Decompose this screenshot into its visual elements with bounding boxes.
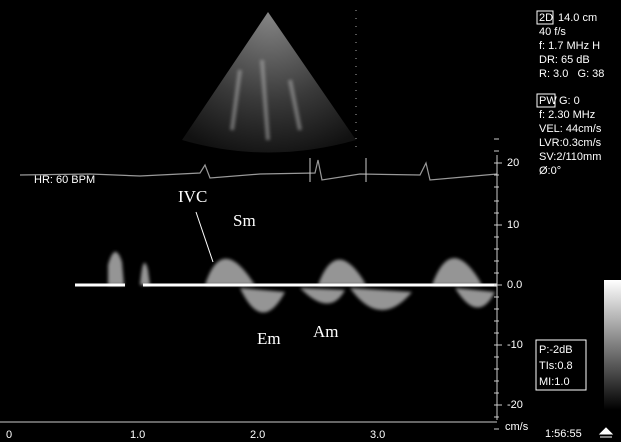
safety-box (535, 339, 587, 391)
ecg-trace (19, 159, 498, 181)
velocity-unit: cm/s (505, 421, 529, 433)
mode-box (536, 93, 556, 108)
sector-echo (230, 59, 302, 141)
sector-param: 40 f/s (539, 26, 566, 38)
depth: 14.0 cm (558, 12, 597, 24)
doppler-spectrum (108, 251, 495, 313)
mode: PW (539, 95, 557, 107)
time-tick: 0 (6, 429, 12, 441)
time-tick: 2.0 (250, 429, 265, 441)
velocity-tick: 20 (507, 157, 519, 169)
heart-rate: HR: 60 BPM (34, 174, 95, 186)
sector-param: R: 3.0 G: 38 (539, 68, 604, 80)
grayscale-bar (604, 280, 621, 410)
annotation: IVC (178, 187, 207, 206)
velocity-tick: 0.0 (507, 279, 522, 291)
safety-param: TIs:0.8 (539, 360, 573, 372)
mode: 2D (539, 12, 553, 24)
annotation: Am (313, 322, 339, 341)
safety-param: P:-2dB (539, 344, 573, 356)
velocity-tick: -10 (507, 339, 523, 351)
mode-box (536, 10, 554, 25)
doppler-param: SV:2/110mm (539, 151, 601, 163)
doppler-param: Ø:0° (539, 165, 561, 177)
doppler-param: f: 2.30 MHz (539, 109, 595, 121)
clock: 1:56:55 (545, 428, 582, 440)
sector-param: DR: 65 dB (539, 54, 590, 66)
annotation: Sm (233, 211, 256, 230)
velocity-tick: -20 (507, 399, 523, 411)
icon (598, 427, 614, 438)
annotation-pointer (195, 211, 214, 263)
time-tick: 3.0 (370, 429, 385, 441)
sector-image (182, 12, 356, 153)
doppler-param: LVR:0.3cm/s (539, 137, 602, 149)
velocity-tick: 10 (507, 219, 519, 231)
doppler-param: VEL: 44cm/s (539, 123, 602, 135)
sector-param: f: 1.7 MHz H (539, 40, 600, 52)
time-tick: 1.0 (130, 429, 145, 441)
annotation: Em (257, 329, 281, 348)
safety-param: MI:1.0 (539, 376, 570, 388)
gain: G: 0 (559, 95, 580, 107)
